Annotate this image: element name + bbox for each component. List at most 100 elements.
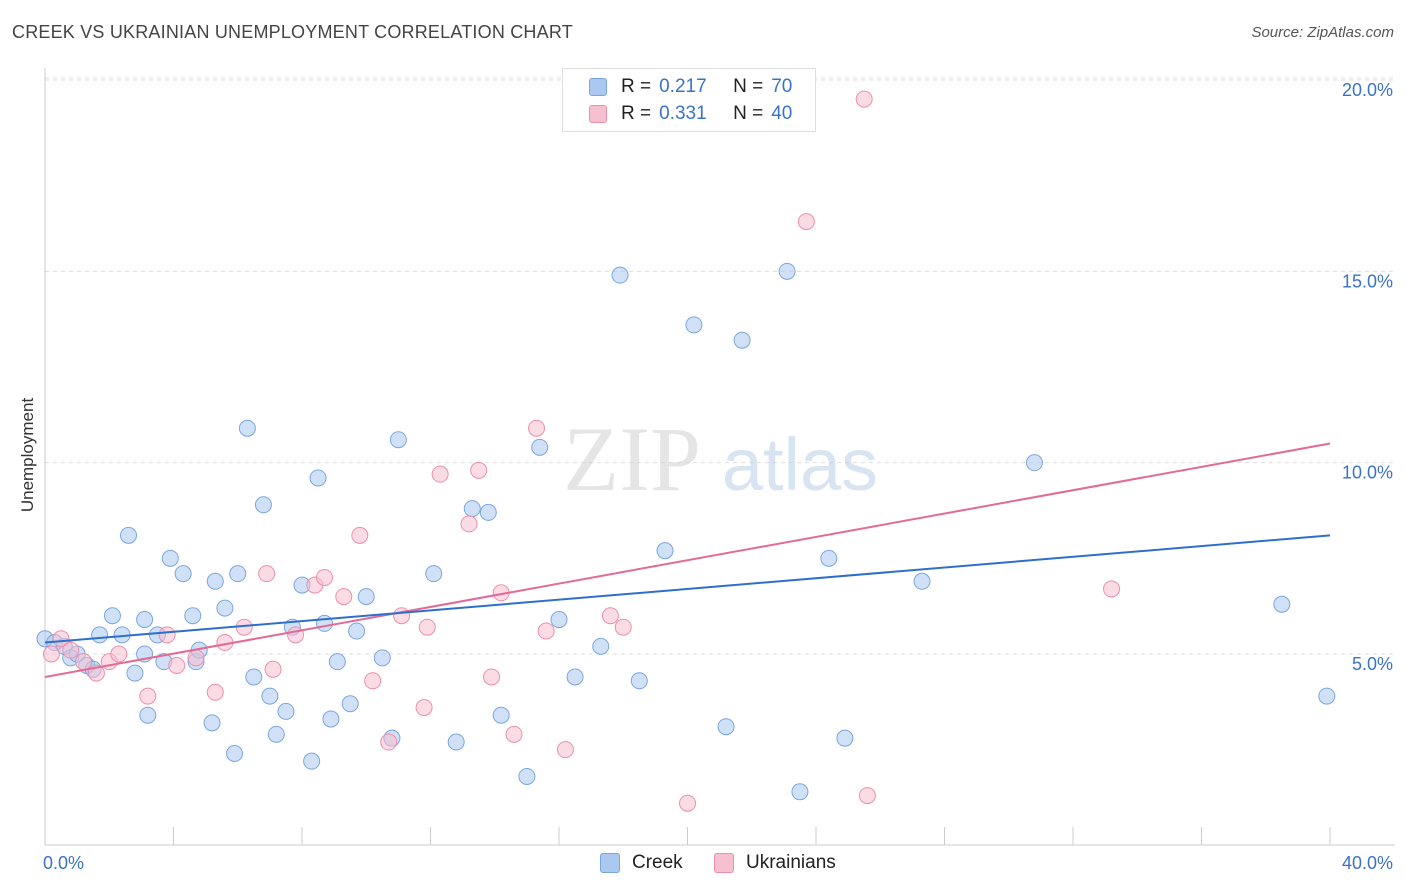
tick-labels: 5.0% 10.0% 15.0% 20.0% 0.0% 40.0% (43, 80, 1393, 873)
creek-point (226, 744, 244, 762)
creek-point (791, 783, 809, 801)
ukrainian-point (315, 568, 333, 586)
creek-point (120, 526, 138, 544)
creek-point (136, 611, 154, 629)
creek-point (161, 549, 179, 567)
ukrainian-point (158, 626, 176, 644)
creek-point (245, 668, 263, 686)
ukrainian-point (364, 672, 382, 690)
grid-lines (45, 77, 1395, 655)
creek-point (348, 622, 366, 640)
creek-point (1273, 595, 1291, 613)
creek-point (531, 438, 549, 456)
series-legend: Creek Ukrainians (0, 852, 1406, 878)
creek-point (611, 266, 629, 284)
ukrainian-point (483, 668, 501, 686)
ukrainian-point (206, 683, 224, 701)
legend-item-creek[interactable]: Creek (600, 852, 683, 874)
creek-point (322, 710, 340, 728)
creek-point (373, 649, 391, 667)
creek-point (717, 718, 735, 736)
creek-point (685, 316, 703, 334)
creek-point (518, 767, 536, 785)
ukrainian-point (537, 622, 555, 640)
y-tick-label: 10.0% (1342, 463, 1393, 483)
ukrainian-point (460, 515, 478, 533)
creek-point (174, 565, 192, 583)
creek-point (357, 588, 375, 606)
legend-swatch-creek (600, 853, 620, 873)
ukrainian-point (415, 699, 433, 717)
ukrainian-point (528, 419, 546, 437)
creek-point (139, 706, 157, 724)
creek-point (733, 331, 751, 349)
legend-r-label: R = (621, 76, 652, 97)
creek-point (778, 262, 796, 280)
ukrainian-point (187, 649, 205, 667)
creek-point (216, 599, 234, 617)
ukrainian-point (380, 733, 398, 751)
ukrainian-point (679, 794, 696, 812)
creek-trend-line (44, 534, 1331, 644)
ukrainian-point (505, 725, 523, 743)
correlation-legend: R = 0.217 N = 70 R = 0.331 N = 40 (562, 68, 816, 132)
legend-n-value: 40 (771, 103, 793, 124)
creek-point (836, 729, 854, 747)
source-label: Source: ZipAtlas.com (1251, 24, 1394, 41)
creek-point (447, 733, 465, 751)
ukrainian-point (264, 660, 282, 678)
y-tick-label: 20.0% (1342, 80, 1393, 100)
ukrainian-point (601, 607, 619, 625)
creek-point (303, 752, 321, 770)
ukrainian-point (168, 656, 186, 674)
creek-point (550, 611, 568, 629)
legend-label-creek: Creek (632, 852, 683, 873)
x-tick-label: 0.0% (43, 853, 84, 873)
ukrainian-point (139, 687, 157, 705)
y-tick-label: 5.0% (1352, 654, 1393, 674)
creek-point (126, 664, 144, 682)
ukrainian-point (110, 645, 128, 663)
creek-point (479, 503, 497, 521)
watermark-atlas: atlas (722, 423, 878, 506)
creek-point (254, 496, 272, 514)
watermark-zip: ZIP (563, 408, 701, 510)
creek-point (261, 687, 279, 705)
legend-item-ukrainians[interactable]: Ukrainians (714, 852, 836, 874)
creek-point (309, 469, 327, 487)
ukrainian-point (62, 641, 80, 659)
trend-lines (44, 442, 1331, 678)
ukrainian-point (258, 565, 276, 583)
legend-r-label: R = (621, 103, 652, 124)
creek-point (592, 637, 610, 655)
ukrainian-point (470, 461, 488, 479)
creek-point (341, 695, 359, 713)
creek-point (91, 626, 109, 644)
creek-point (630, 672, 648, 690)
legend-row-ukrainians: R = 0.331 N = 40 (589, 101, 792, 127)
creek-point (492, 706, 510, 724)
ukrainian-point (556, 741, 574, 759)
axes (44, 68, 1395, 846)
ukrainian-point (42, 645, 60, 663)
creek-point (820, 549, 838, 567)
watermark: ZIP atlas (563, 408, 878, 510)
creek-point (389, 431, 407, 449)
ukrainian-point (431, 465, 449, 483)
creek-point (328, 653, 346, 671)
creek-point (277, 702, 295, 720)
creek-points (36, 262, 1336, 801)
ukrainian-point (797, 213, 815, 231)
x-tick-label: 40.0% (1342, 853, 1393, 873)
ukrainian-point (855, 90, 873, 108)
ukrainian-point (75, 653, 93, 671)
creek-point (913, 572, 931, 590)
ukrainian-point (393, 607, 411, 625)
y-tick-label: 15.0% (1342, 271, 1393, 291)
ukrainian-trend-line (44, 442, 1331, 678)
ukrainian-point (418, 618, 436, 636)
creek-point (267, 725, 285, 743)
ukrainian-point (1103, 580, 1121, 598)
ukrainian-point (351, 526, 369, 544)
